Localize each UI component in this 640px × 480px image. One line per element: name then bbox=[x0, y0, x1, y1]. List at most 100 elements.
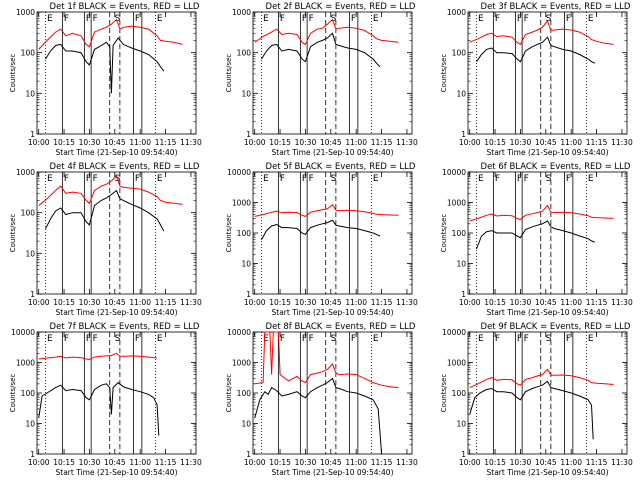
x-tick-label: 10:45 bbox=[320, 138, 342, 147]
interval-marker-label: F bbox=[86, 334, 91, 344]
interval-marker-label: F bbox=[280, 334, 285, 344]
plot-frame bbox=[467, 11, 628, 135]
y-axis-label: Counts/sec bbox=[9, 54, 17, 93]
x-tick-label: 11:15 bbox=[586, 138, 608, 147]
x-tick-label: 10:45 bbox=[535, 458, 557, 467]
lld-series-line bbox=[469, 19, 614, 46]
y-tick-label: 1 bbox=[246, 450, 251, 459]
interval-marker-label: F bbox=[302, 14, 307, 24]
x-axis-label: Start Time (21-Sep-10 09:54:40) bbox=[487, 148, 609, 157]
y-tick-label: 10 bbox=[456, 420, 466, 429]
x-tick-label: 10:15 bbox=[53, 138, 75, 147]
x-tick-label: 11:00 bbox=[345, 458, 367, 467]
y-axis-label: Counts/sec bbox=[225, 374, 233, 413]
x-tick-label: 10:30 bbox=[295, 458, 317, 467]
x-tick-label: 11:00 bbox=[560, 298, 582, 307]
plot-frame bbox=[252, 331, 413, 455]
interval-marker-label: F bbox=[93, 174, 98, 184]
interval-marker-label: F bbox=[524, 334, 529, 344]
panel-title: Det 3f BLACK = Events, RED = LLD bbox=[481, 2, 631, 12]
y-tick-label: 1000 bbox=[16, 359, 35, 368]
x-tick-label: 10:45 bbox=[320, 458, 342, 467]
x-tick-label: 10:30 bbox=[79, 298, 101, 307]
interval-marker-label: F bbox=[64, 14, 69, 24]
y-tick-label: 100 bbox=[452, 49, 467, 58]
x-tick-label: 11:30 bbox=[611, 458, 633, 467]
interval-marker-label: E bbox=[157, 334, 163, 344]
events-series-line bbox=[261, 32, 381, 68]
x-tick-label: 11:15 bbox=[155, 298, 177, 307]
y-tick-label: 10 bbox=[25, 249, 35, 258]
x-tick-label: 11:30 bbox=[611, 138, 633, 147]
x-tick-label: 11:30 bbox=[180, 458, 202, 467]
interval-marker-label: F bbox=[524, 174, 529, 184]
interval-marker-label: E bbox=[588, 14, 594, 24]
interval-marker-label: E bbox=[373, 14, 379, 24]
x-tick-label: 10:15 bbox=[269, 138, 291, 147]
interval-marker-label: E bbox=[588, 334, 594, 344]
y-tick-label: 10000 bbox=[227, 168, 251, 177]
x-tick-label: 11:30 bbox=[180, 298, 202, 307]
y-tick-label: 10 bbox=[456, 260, 466, 269]
events-series-line bbox=[254, 377, 383, 455]
interval-marker-label: F bbox=[93, 14, 98, 24]
x-tick-label: 10:30 bbox=[79, 458, 101, 467]
interval-marker-label: E bbox=[157, 14, 163, 24]
y-axis-label: Counts/sec bbox=[440, 374, 448, 413]
y-tick-label: 100 bbox=[21, 389, 36, 398]
x-tick-label: 10:30 bbox=[510, 138, 532, 147]
y-tick-label: 1 bbox=[30, 290, 35, 299]
x-tick-label: 10:00 bbox=[244, 298, 266, 307]
x-axis-label: Start Time (21-Sep-10 09:54:40) bbox=[272, 308, 394, 317]
lld-series-line bbox=[254, 203, 399, 217]
interval-marker-label: E bbox=[47, 14, 53, 24]
interval-marker-label: F bbox=[64, 174, 69, 184]
events-series-line bbox=[38, 381, 160, 436]
x-tick-label: 10:30 bbox=[79, 138, 101, 147]
x-axis-label: Start Time (21-Sep-10 09:54:40) bbox=[487, 468, 609, 477]
x-tick-label: 10:30 bbox=[295, 138, 317, 147]
y-tick-label: 1 bbox=[246, 290, 251, 299]
plot-frame bbox=[252, 171, 413, 295]
x-tick-label: 11:15 bbox=[371, 458, 393, 467]
interval-marker-label: E bbox=[588, 174, 594, 184]
y-tick-label: 100 bbox=[21, 209, 36, 218]
x-axis-label: Start Time (21-Sep-10 09:54:40) bbox=[272, 148, 394, 157]
x-tick-label: 11:30 bbox=[396, 298, 418, 307]
x-tick-label: 10:30 bbox=[510, 298, 532, 307]
x-tick-label: 10:15 bbox=[484, 458, 506, 467]
interval-marker-label: S bbox=[546, 174, 552, 184]
lld-series-line bbox=[254, 331, 399, 389]
y-tick-label: 10 bbox=[25, 89, 35, 98]
y-tick-label: 10 bbox=[25, 420, 35, 429]
interval-marker-label: S bbox=[331, 174, 337, 184]
x-tick-label: 10:00 bbox=[459, 138, 481, 147]
y-tick-label: 10 bbox=[241, 260, 251, 269]
y-tick-label: 10 bbox=[241, 89, 251, 98]
lld-series-line bbox=[38, 18, 183, 50]
y-tick-label: 10000 bbox=[442, 168, 466, 177]
x-tick-label: 11:00 bbox=[560, 138, 582, 147]
plot-frame bbox=[467, 331, 628, 455]
lld-series-line bbox=[38, 174, 183, 206]
y-tick-label: 1 bbox=[30, 450, 35, 459]
interval-marker-label: S bbox=[546, 334, 552, 344]
y-tick-label: 100 bbox=[21, 49, 36, 58]
plot-frame bbox=[36, 11, 197, 135]
interval-marker-label: E bbox=[263, 334, 269, 344]
x-tick-label: 10:45 bbox=[104, 458, 126, 467]
y-tick-label: 1 bbox=[461, 450, 466, 459]
x-tick-label: 10:15 bbox=[484, 298, 506, 307]
y-tick-label: 10000 bbox=[227, 328, 251, 337]
plot-frame bbox=[252, 11, 413, 135]
x-tick-label: 10:15 bbox=[269, 458, 291, 467]
interval-marker-label: F bbox=[566, 14, 571, 24]
x-tick-label: 11:15 bbox=[155, 458, 177, 467]
interval-marker-label: F bbox=[517, 334, 522, 344]
interval-marker-label: E bbox=[47, 334, 53, 344]
panel-title: Det 9f BLACK = Events, RED = LLD bbox=[481, 322, 631, 332]
x-tick-label: 10:00 bbox=[28, 458, 50, 467]
